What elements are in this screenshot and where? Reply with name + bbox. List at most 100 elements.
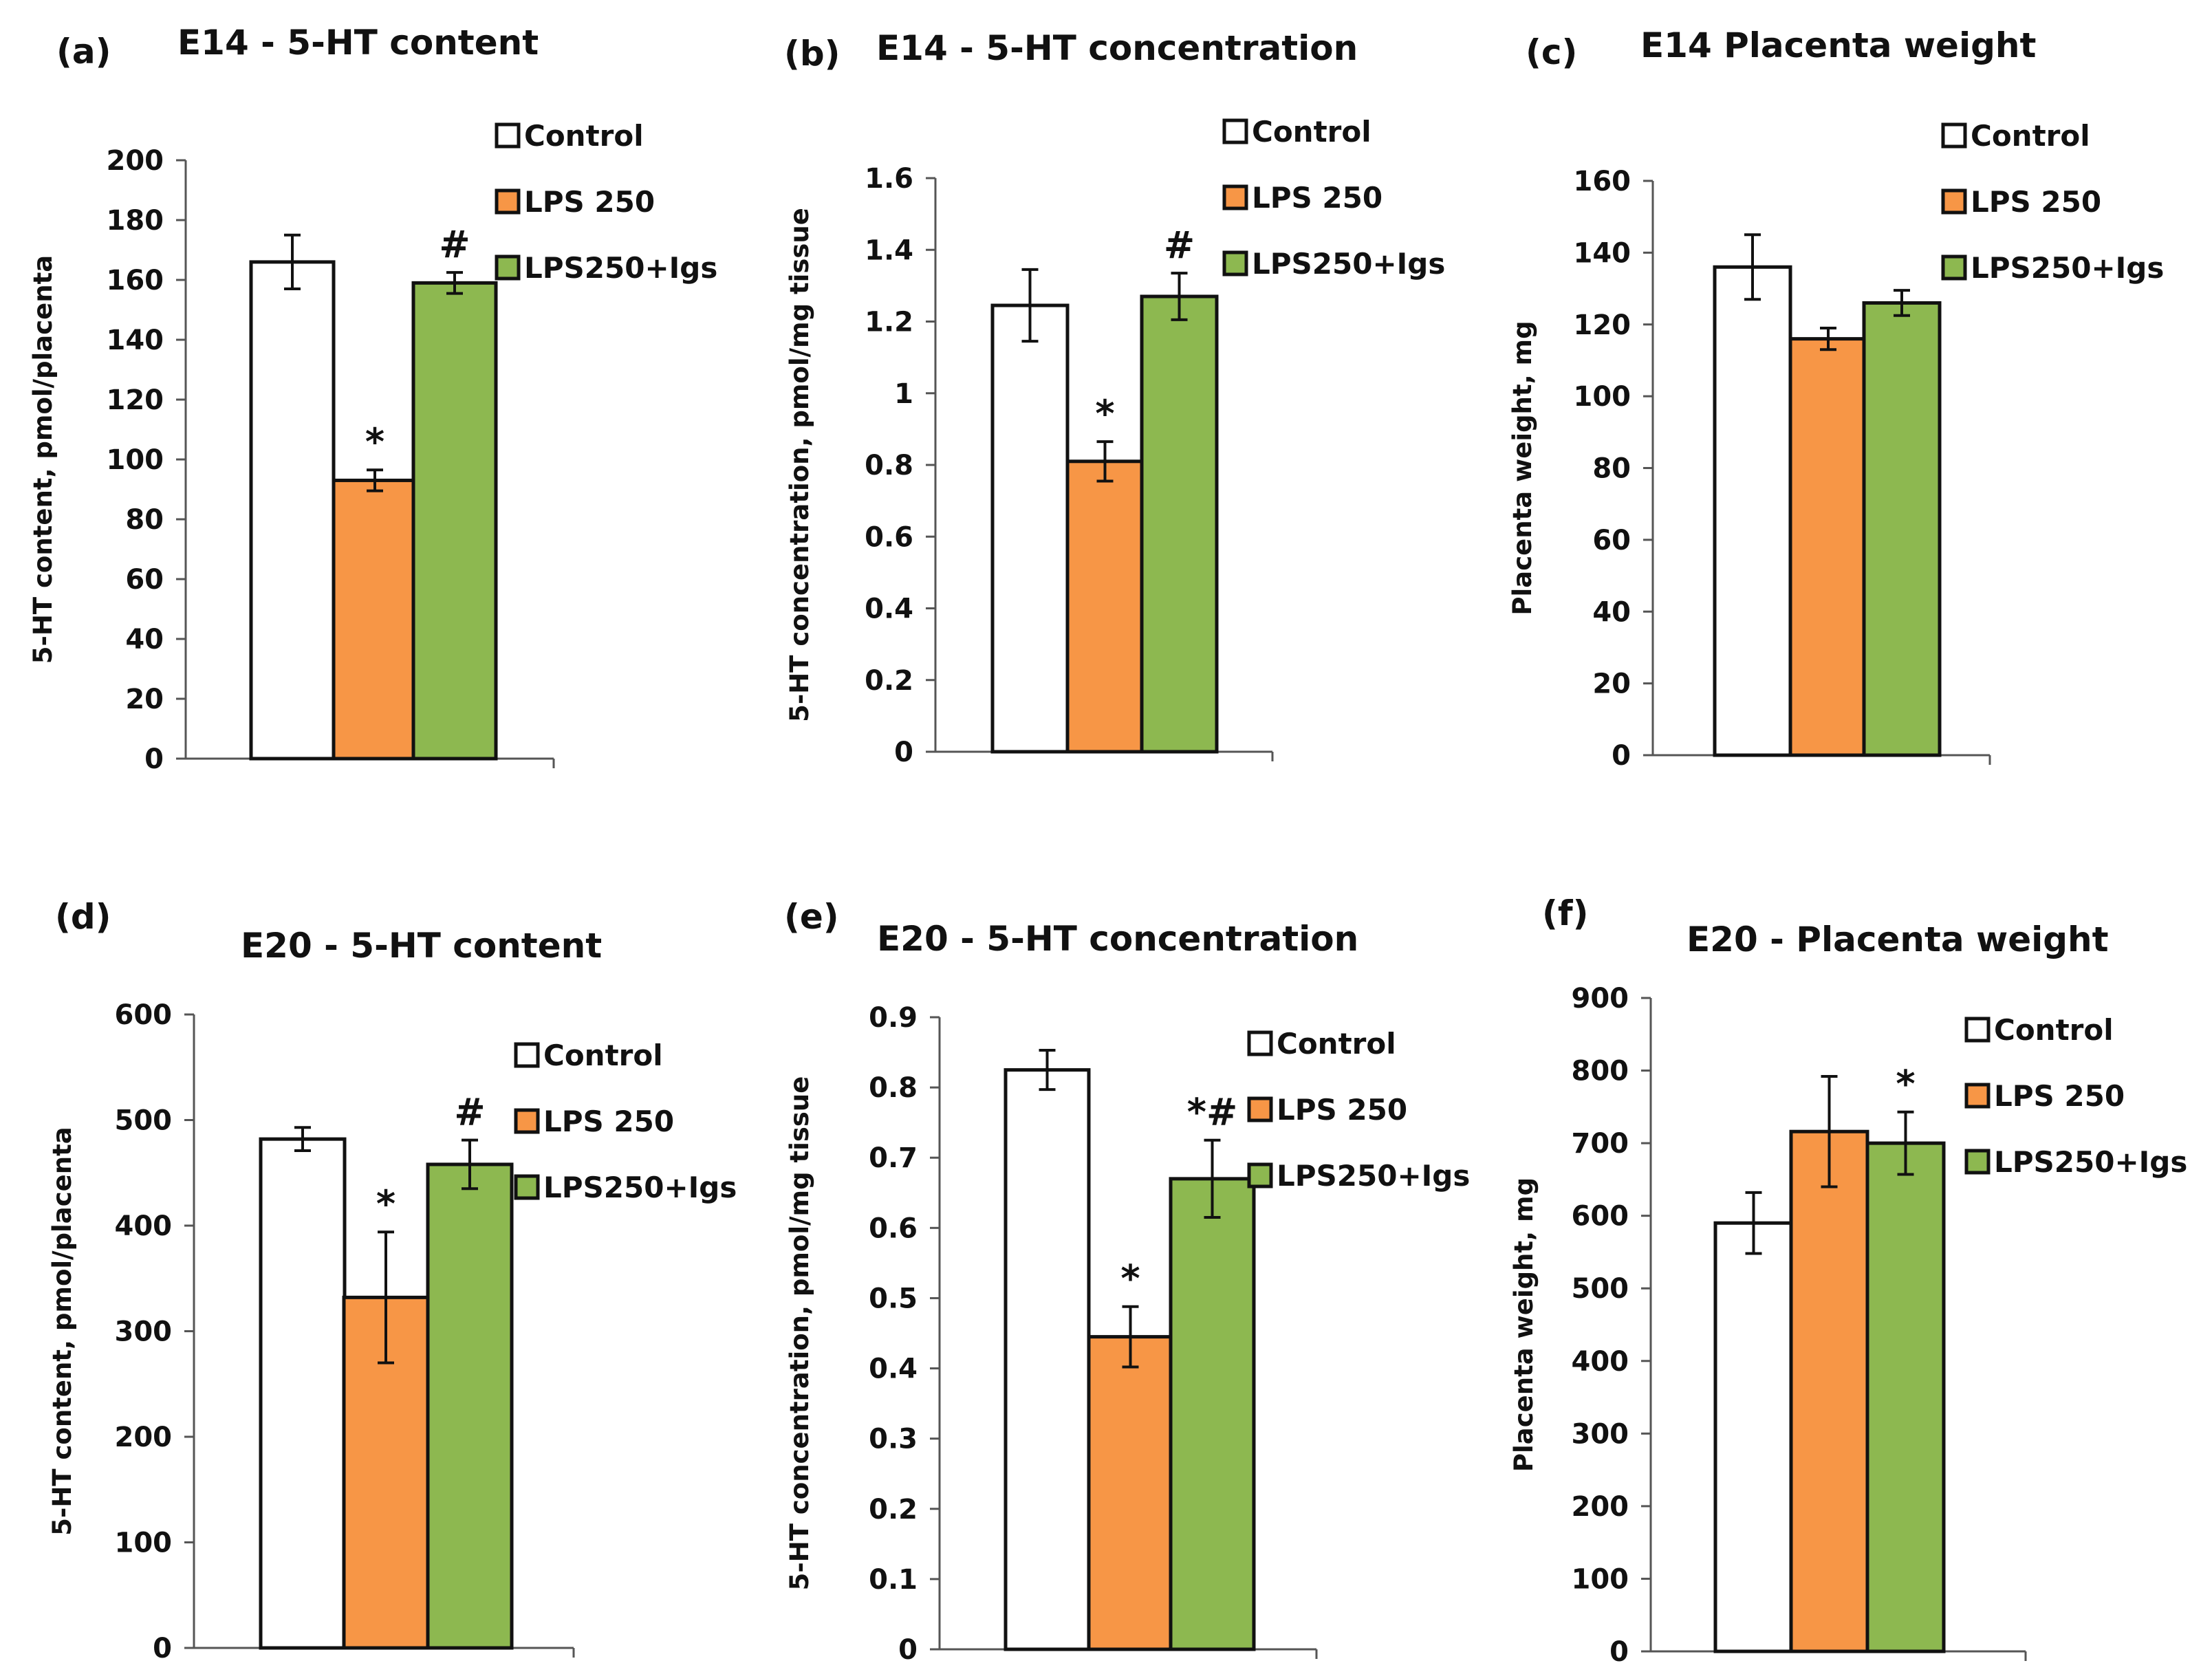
legend-swatch [495,254,521,281]
bar-lps-250 [1788,337,1868,757]
y-tick-label: 0.9 [869,1002,918,1034]
panel-letter: (e) [784,897,839,937]
y-axis-label: 5-HT concentration, pmol/mg tissue [785,1076,814,1591]
y-tick-label: 0 [1612,740,1631,772]
bar-lps250-igs [1862,301,1942,757]
bar-lps250-igs [411,281,498,761]
y-tick-label: 0.1 [869,1564,918,1596]
y-tick-label: 1 [894,378,913,410]
significance-mark: * [1896,1063,1915,1106]
y-tick-label: 160 [1574,166,1631,197]
legend-swatch [1222,250,1248,276]
panel-letter: (f) [1542,893,1588,933]
legend-label: Control [524,119,644,153]
y-tick-label: 200 [107,145,164,177]
y-tick-label: 0.7 [869,1142,918,1174]
y-tick-label: 0 [898,1634,918,1666]
y-tick-label: 0 [1609,1636,1629,1668]
significance-mark: * [376,1182,395,1226]
significance-mark: # [439,223,470,266]
bar-control [1713,265,1792,757]
legend-label: LPS250+Igs [1277,1159,1470,1193]
bar-lps-250 [1087,1335,1174,1651]
panel-letter: (c) [1526,32,1577,72]
significance-mark: * [365,420,384,464]
y-tick-label: 200 [1572,1491,1629,1523]
legend-swatch [1964,1083,1991,1109]
bar-control [1713,1221,1794,1653]
y-axis-label: Placenta weight, mg [1509,1177,1539,1472]
legend-swatch [1964,1017,1991,1043]
y-tick-label: 0 [144,743,164,775]
y-tick-label: 1.6 [865,163,913,195]
legend-swatch [495,188,521,215]
y-tick-label: 80 [1592,453,1631,485]
legend-label: LPS 250 [543,1105,674,1138]
legend-label: LPS 250 [1277,1093,1407,1127]
y-tick-label: 300 [115,1316,173,1348]
legend-label: LPS250+Igs [1994,1145,2187,1179]
y-tick-label: 900 [1572,983,1629,1014]
y-tick-label: 140 [1574,237,1631,269]
legend-swatch [1247,1096,1273,1122]
y-tick-label: 700 [1572,1128,1629,1160]
y-axis-label: Placenta weight, mg [1508,321,1537,615]
y-tick-label: 120 [107,384,164,416]
legend-label: Control [1252,115,1371,149]
legend-swatch [1247,1030,1273,1056]
legend-swatch [1222,118,1248,144]
bar-control [249,260,336,761]
y-tick-label: 60 [125,564,164,596]
legend-label: Control [1971,119,2090,153]
y-tick-label: 60 [1592,525,1631,556]
y-tick-label: 200 [115,1422,173,1453]
bar-lps-250 [332,478,418,761]
y-axis-label: 5-HT content, pmol/placenta [28,255,58,664]
legend-swatch [514,1174,540,1200]
y-tick-label: 100 [107,444,164,476]
y-tick-label: 0.6 [869,1213,918,1244]
legend-label: LPS250+Igs [1252,247,1445,281]
y-tick-label: 120 [1574,310,1631,341]
legend-label: LPS 250 [1971,185,2101,219]
y-tick-label: 100 [1574,381,1631,413]
chart-panel-5: (e) E20 - 5-HT concentration 5-HT concentr… [784,897,1470,1666]
y-tick-label: 800 [1572,1056,1629,1087]
y-tick-label: 0.2 [869,1494,918,1526]
y-tick-label: 300 [1572,1418,1629,1450]
legend-label: Control [1277,1027,1396,1061]
bar-lps250-igs [1865,1141,1946,1653]
bar-control [1004,1068,1091,1651]
y-tick-label: 20 [1592,669,1631,700]
y-tick-label: 400 [115,1210,173,1242]
y-tick-label: 400 [1572,1346,1629,1378]
bar-lps-250 [1789,1129,1869,1653]
y-tick-label: 1.4 [865,235,913,266]
panel-title: E20 - 5-HT content [241,926,602,966]
panel-title: E14 - 5-HT content [177,23,539,63]
significance-mark: * [1095,392,1114,435]
panel-title: E14 Placenta weight [1640,25,2036,65]
panel-title: E14 - 5-HT concentration [876,28,1358,68]
y-axis-label: 5-HT content, pmol/placenta [47,1127,77,1535]
legend-label: LPS250+Igs [524,251,717,285]
panel-letter: (a) [56,32,111,72]
legend-swatch [495,122,521,149]
y-tick-label: 160 [107,265,164,296]
significance-mark: * [1120,1257,1140,1301]
legend-label: LPS 250 [1994,1079,2125,1113]
legend-swatch [1941,254,1967,281]
panel-title: E20 - Placenta weight [1687,920,2109,959]
y-tick-label: 0.8 [865,450,913,481]
y-tick-label: 0.4 [869,1354,918,1385]
bar-lps250-igs [426,1162,514,1650]
y-tick-label: 500 [1572,1273,1629,1305]
y-tick-label: 100 [115,1528,173,1559]
legend-swatch [1941,122,1967,149]
legend-label: LPS 250 [1252,181,1382,215]
y-tick-label: 0.8 [869,1072,918,1104]
y-tick-label: 0 [894,737,913,768]
significance-mark: *# [1187,1091,1238,1134]
bar-control [259,1137,347,1650]
